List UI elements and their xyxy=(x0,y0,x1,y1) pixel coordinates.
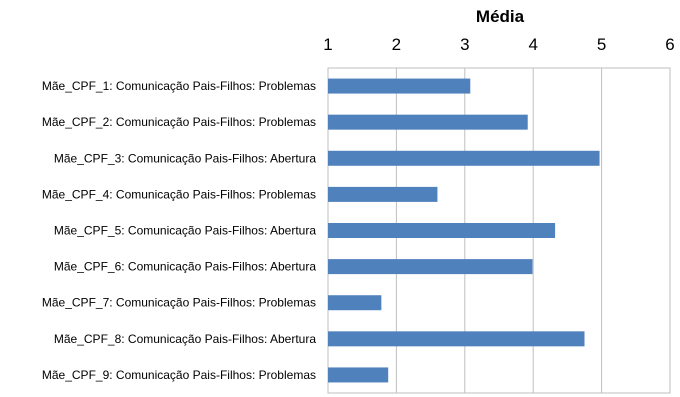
bar xyxy=(328,78,471,94)
category-label: Mãe_CPF_1: Comunicação Pais-Filhos: Prob… xyxy=(42,79,316,93)
x-tick-label: 1 xyxy=(323,35,332,54)
category-label: Mãe_CPF_4: Comunicação Pais-Filhos: Prob… xyxy=(42,187,316,201)
category-label: Mãe_CPF_3: Comunicação Pais-Filhos: Aber… xyxy=(54,151,316,165)
category-label: Mãe_CPF_2: Comunicação Pais-Filhos: Prob… xyxy=(42,115,316,129)
bar xyxy=(328,223,556,238)
x-axis-ticks: 1 2 3 4 5 6 xyxy=(323,35,674,54)
x-tick-label: 3 xyxy=(460,35,469,54)
bar xyxy=(328,367,389,383)
x-tick-label: 4 xyxy=(528,35,537,54)
x-tick-label: 6 xyxy=(665,35,674,54)
bar xyxy=(328,114,528,130)
category-label: Mãe_CPF_8: Comunicação Pais-Filhos: Aber… xyxy=(54,332,316,346)
category-label: Mãe_CPF_5: Comunicação Pais-Filhos: Aber… xyxy=(54,224,316,238)
category-label: Mãe_CPF_9: Comunicação Pais-Filhos: Prob… xyxy=(42,368,316,382)
x-tick-label: 5 xyxy=(597,35,606,54)
bar xyxy=(328,331,585,347)
bar xyxy=(328,259,533,275)
bar xyxy=(328,150,600,166)
category-labels: Mãe_CPF_1: Comunicação Pais-Filhos: Prob… xyxy=(42,79,316,382)
chart-title: Média xyxy=(476,7,525,26)
bar xyxy=(328,295,382,311)
bar xyxy=(328,186,438,202)
bars xyxy=(328,78,600,383)
category-label: Mãe_CPF_6: Comunicação Pais-Filhos: Aber… xyxy=(54,260,316,274)
category-label: Mãe_CPF_7: Comunicação Pais-Filhos: Prob… xyxy=(42,296,316,310)
x-tick-label: 2 xyxy=(392,35,401,54)
